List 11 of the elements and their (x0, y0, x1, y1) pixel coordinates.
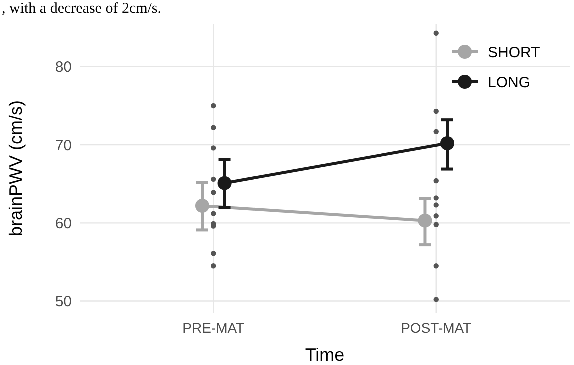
text: , with a decrease of 2cm/s. (2, 1, 162, 17)
legend-label: LONG (488, 74, 531, 92)
y-tick-label: 50 (55, 294, 72, 311)
x-axis-title: Time (305, 345, 345, 365)
y-tick-label: 80 (55, 59, 72, 76)
x-tick-label: POST-MAT (401, 320, 472, 336)
legend-label: SHORT (488, 44, 540, 62)
y-tick-label: 70 (55, 137, 72, 154)
y-axis-title: brainPWV (cm/s) (6, 100, 26, 237)
y-tick-label: 60 (55, 215, 72, 232)
x-tick-label: PRE-MAT (182, 320, 246, 336)
